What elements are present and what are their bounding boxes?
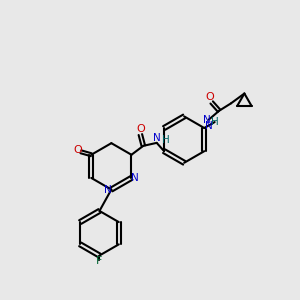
- Text: O: O: [73, 145, 82, 155]
- Text: N: N: [104, 184, 112, 194]
- Text: O: O: [206, 92, 214, 102]
- Text: N: N: [205, 121, 213, 130]
- Text: O: O: [136, 124, 145, 134]
- Text: N: N: [131, 173, 139, 183]
- Text: N: N: [153, 133, 161, 143]
- Text: N: N: [203, 115, 211, 125]
- Text: H: H: [211, 117, 218, 127]
- Text: H: H: [162, 135, 170, 145]
- Text: F: F: [96, 256, 103, 266]
